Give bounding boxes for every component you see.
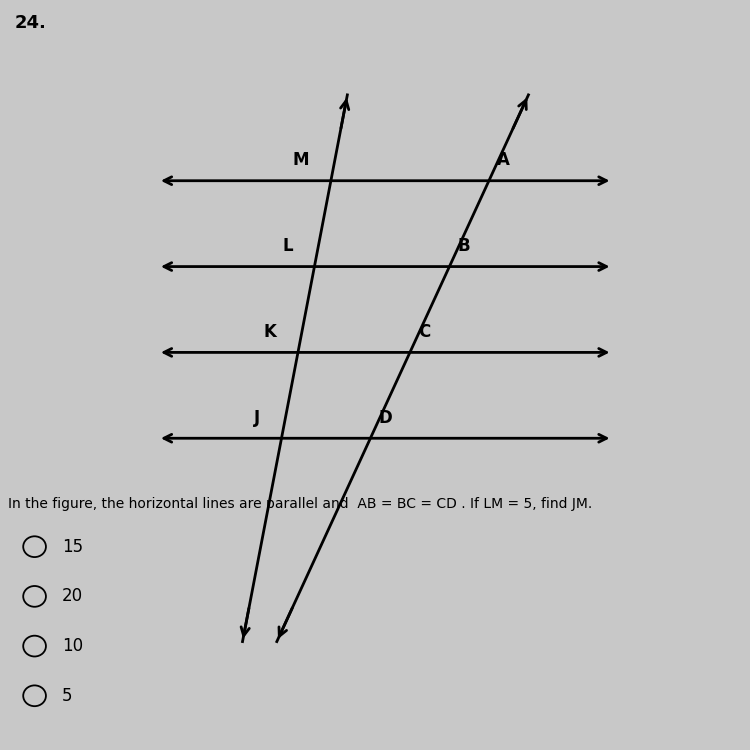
Text: 24.: 24. — [15, 13, 46, 32]
Text: C: C — [418, 322, 430, 340]
Text: L: L — [282, 237, 292, 255]
Text: In the figure, the horizontal lines are parallel and  AB = BC = CD . If LM = 5, : In the figure, the horizontal lines are … — [8, 497, 592, 511]
Text: D: D — [378, 409, 392, 427]
Text: K: K — [263, 322, 276, 340]
Text: 10: 10 — [62, 637, 83, 655]
Text: M: M — [292, 151, 309, 169]
Text: 15: 15 — [62, 538, 83, 556]
Text: B: B — [458, 237, 470, 255]
Text: A: A — [496, 151, 510, 169]
Text: 20: 20 — [62, 587, 83, 605]
Text: 5: 5 — [62, 687, 73, 705]
Text: J: J — [254, 409, 260, 427]
